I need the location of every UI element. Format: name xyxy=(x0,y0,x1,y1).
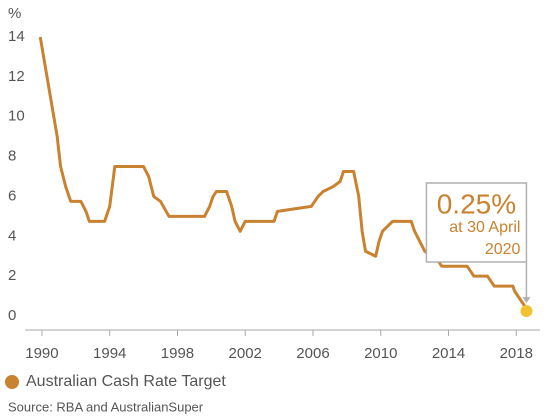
y-tick-label: 0 xyxy=(8,307,16,324)
annotation-box xyxy=(425,182,528,263)
legend-label: Australian Cash Rate Target xyxy=(26,373,226,390)
y-tick-label: 10 xyxy=(8,108,25,125)
y-tick-label: 2 xyxy=(8,267,16,284)
annotation-label: 0.25% xyxy=(437,188,516,219)
y-tick-label: 4 xyxy=(8,227,16,244)
x-tick-label: 2018 xyxy=(500,345,533,362)
x-tick-label: 2014 xyxy=(432,345,465,362)
y-tick-label: 12 xyxy=(8,68,25,85)
x-tick-label: 2010 xyxy=(364,345,397,362)
source: Source: RBA and AustralianSuper xyxy=(8,399,204,414)
y-tick-label: 8 xyxy=(8,148,16,165)
line xyxy=(38,36,528,312)
x-tick-label: 2002 xyxy=(229,345,262,362)
annotation-text: 2020 xyxy=(485,241,521,258)
y-tick-label: 14 xyxy=(8,28,25,45)
annotation-text: at 30 April xyxy=(449,219,520,236)
x-tick-label: 1990 xyxy=(25,345,58,362)
highlight-point xyxy=(520,305,533,318)
x-tick-label: 2006 xyxy=(296,345,329,362)
x-tick-label: 1998 xyxy=(161,345,194,362)
y-axis-label: % xyxy=(8,5,21,22)
legend-marker xyxy=(5,375,19,389)
arrow-head xyxy=(522,297,531,304)
x-tick-label: 1994 xyxy=(93,345,126,362)
y-tick-label: 6 xyxy=(8,187,16,204)
